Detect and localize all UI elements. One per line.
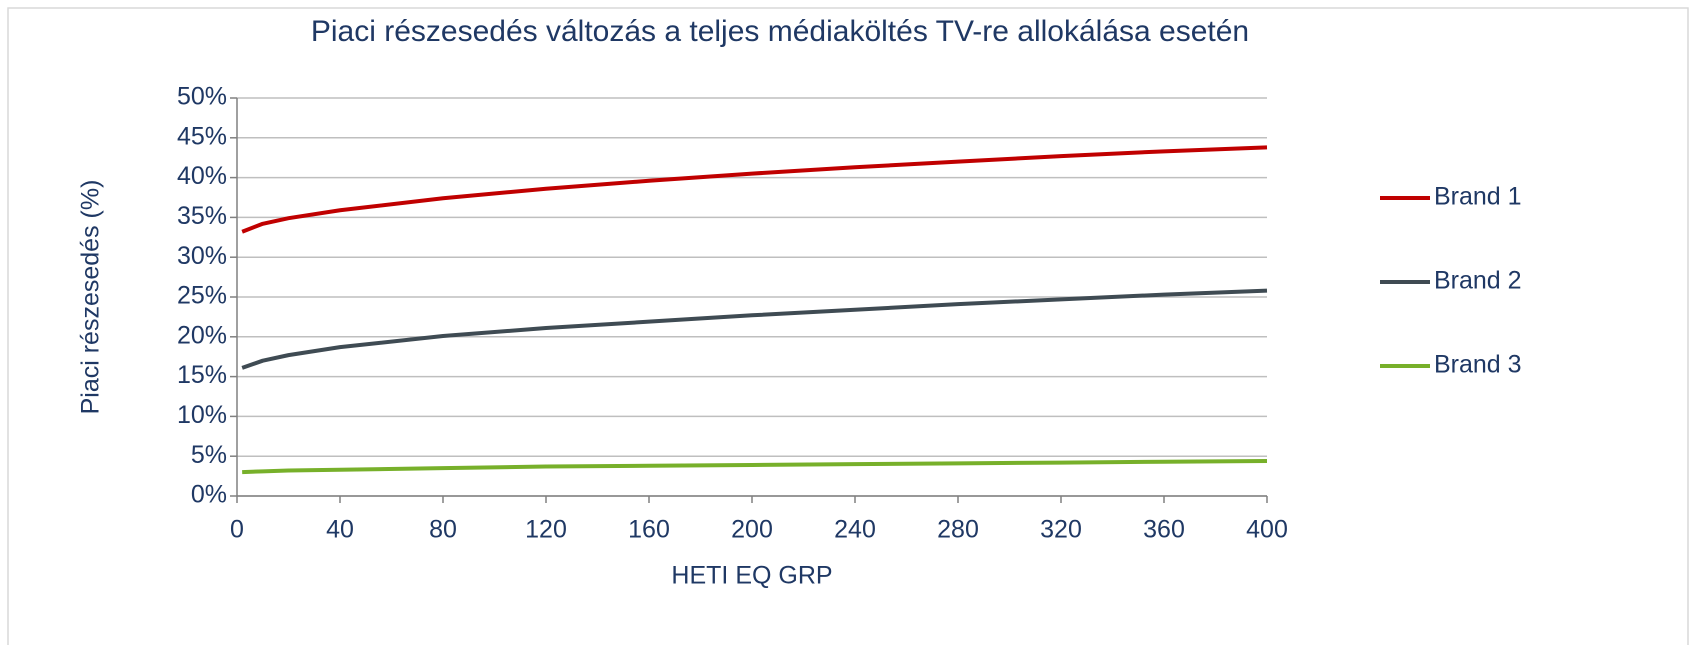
x-tick-label: 280 [937, 516, 979, 544]
y-tick-label: 15% [177, 361, 227, 389]
legend-label: Brand 2 [1434, 267, 1522, 295]
x-tick-label: 360 [1143, 516, 1185, 544]
x-axis-label: HETI EQ GRP [671, 562, 832, 590]
y-tick-label: 40% [177, 162, 227, 190]
y-tick-label: 30% [177, 242, 227, 270]
y-axis-label: Piaci részesedés (%) [77, 180, 105, 415]
x-tick-label: 320 [1040, 516, 1082, 544]
series-line [241, 288, 1268, 370]
y-tick-label: 20% [177, 321, 227, 349]
legend-label: Brand 3 [1434, 351, 1522, 379]
x-tick-label: 0 [230, 516, 244, 544]
y-tick-label: 50% [177, 83, 227, 111]
x-tick-label: 200 [731, 516, 773, 544]
y-tick-label: 35% [177, 202, 227, 230]
x-tick-label: 120 [525, 516, 567, 544]
y-tick-label: 5% [191, 441, 227, 469]
frame [7, 7, 1689, 645]
x-tick-label: 400 [1246, 516, 1288, 544]
y-tick-label: 10% [177, 401, 227, 429]
x-tick-label: 80 [429, 516, 457, 544]
legend-label: Brand 1 [1434, 183, 1522, 211]
series-line [241, 145, 1268, 234]
y-tick-label: 0% [191, 481, 227, 509]
y-tick-label: 45% [177, 122, 227, 150]
y-tick-label: 25% [177, 282, 227, 310]
x-tick-label: 160 [628, 516, 670, 544]
x-tick-label: 40 [326, 516, 354, 544]
chart-title: Piaci részesedés változás a teljes média… [311, 15, 1249, 48]
x-tick-label: 240 [834, 516, 876, 544]
series-line [242, 458, 1268, 475]
